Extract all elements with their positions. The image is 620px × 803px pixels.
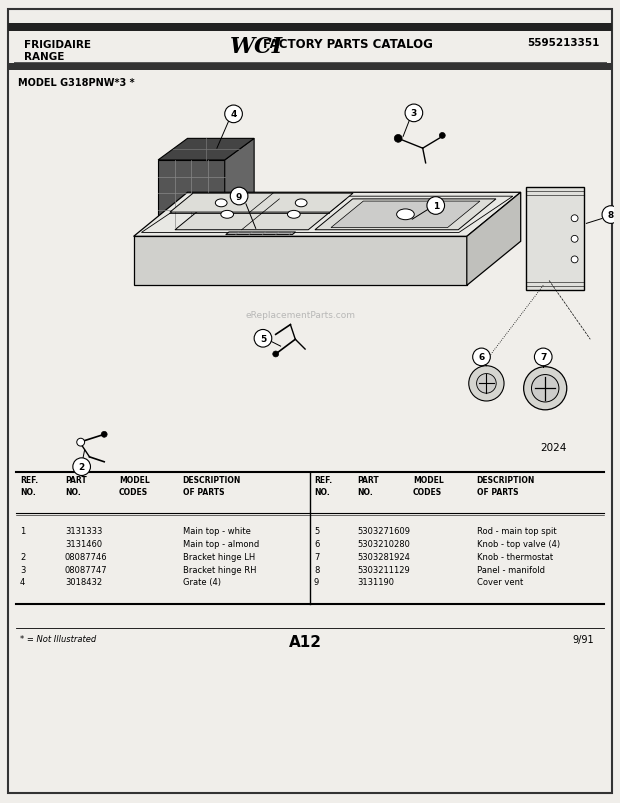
- Text: 3018432: 3018432: [65, 577, 102, 587]
- Text: Knob - top valve (4): Knob - top valve (4): [477, 540, 560, 548]
- Circle shape: [571, 215, 578, 222]
- Text: Main top - almond: Main top - almond: [183, 540, 259, 548]
- Circle shape: [472, 349, 490, 366]
- Text: 7: 7: [314, 552, 319, 561]
- Ellipse shape: [288, 211, 300, 219]
- Circle shape: [469, 366, 504, 402]
- Text: 3: 3: [411, 109, 417, 118]
- Polygon shape: [331, 202, 480, 228]
- Text: RANGE: RANGE: [24, 52, 64, 62]
- Polygon shape: [467, 193, 521, 286]
- Bar: [8, 63, 612, 71]
- Circle shape: [254, 330, 272, 348]
- Circle shape: [405, 105, 423, 123]
- Text: REF.
NO.: REF. NO.: [314, 476, 332, 496]
- Text: 8: 8: [314, 565, 319, 574]
- Circle shape: [73, 459, 91, 476]
- Text: Main top - white: Main top - white: [183, 527, 250, 536]
- Circle shape: [440, 133, 445, 139]
- Text: 9: 9: [236, 192, 242, 202]
- Text: 8: 8: [608, 211, 614, 220]
- Text: 5303281924: 5303281924: [357, 552, 410, 561]
- Text: 5595213351: 5595213351: [527, 39, 599, 48]
- Text: MODEL
CODES: MODEL CODES: [413, 476, 444, 496]
- Text: MODEL
CODES: MODEL CODES: [119, 476, 149, 496]
- Text: 4: 4: [20, 577, 25, 587]
- Text: 7: 7: [540, 353, 546, 362]
- Text: 5: 5: [314, 527, 319, 536]
- Text: Grate (4): Grate (4): [183, 577, 221, 587]
- Text: 2: 2: [79, 463, 85, 471]
- Text: 2024: 2024: [540, 442, 567, 452]
- Polygon shape: [133, 237, 467, 286]
- Text: Rod - main top spit: Rod - main top spit: [477, 527, 556, 536]
- Polygon shape: [158, 161, 224, 227]
- Text: 3: 3: [20, 565, 25, 574]
- Text: 3131190: 3131190: [357, 577, 394, 587]
- Ellipse shape: [295, 200, 307, 207]
- Polygon shape: [175, 200, 346, 230]
- Text: REF.
NO.: REF. NO.: [20, 476, 38, 496]
- Text: 5303210280: 5303210280: [357, 540, 410, 548]
- Text: 9/91: 9/91: [573, 634, 594, 645]
- Text: FRIGIDAIRE: FRIGIDAIRE: [24, 40, 91, 51]
- Text: Bracket hinge LH: Bracket hinge LH: [183, 552, 255, 561]
- Text: 3131333: 3131333: [65, 527, 102, 536]
- Circle shape: [230, 188, 248, 206]
- Text: 1: 1: [433, 202, 439, 210]
- Text: PART
NO.: PART NO.: [357, 476, 379, 496]
- Text: 3131460: 3131460: [65, 540, 102, 548]
- Circle shape: [477, 374, 496, 393]
- Circle shape: [571, 236, 578, 243]
- Ellipse shape: [397, 210, 414, 221]
- Text: 5303211129: 5303211129: [357, 565, 410, 574]
- Ellipse shape: [221, 211, 234, 219]
- Text: A12: A12: [288, 634, 322, 650]
- Text: 08087747: 08087747: [65, 565, 108, 574]
- Circle shape: [273, 352, 278, 357]
- Ellipse shape: [215, 200, 227, 207]
- Text: 2: 2: [20, 552, 25, 561]
- Circle shape: [224, 106, 242, 124]
- Text: 6: 6: [479, 353, 485, 362]
- Circle shape: [602, 206, 619, 224]
- Text: Panel - manifold: Panel - manifold: [477, 565, 544, 574]
- Text: DESCRIPTION
OF PARTS: DESCRIPTION OF PARTS: [183, 476, 241, 496]
- Text: 1: 1: [20, 527, 25, 536]
- Polygon shape: [226, 233, 296, 235]
- Text: MODEL G318PNW*3 *: MODEL G318PNW*3 *: [18, 78, 135, 88]
- Circle shape: [534, 349, 552, 366]
- Circle shape: [77, 438, 84, 446]
- Text: 5303271609: 5303271609: [357, 527, 410, 536]
- Text: Knob - thermostat: Knob - thermostat: [477, 552, 552, 561]
- Text: FACTORY PARTS CATALOG: FACTORY PARTS CATALOG: [263, 39, 433, 51]
- Circle shape: [101, 432, 107, 438]
- Text: 9: 9: [314, 577, 319, 587]
- Circle shape: [531, 375, 559, 402]
- Polygon shape: [170, 194, 353, 213]
- Text: 4: 4: [231, 110, 237, 119]
- Bar: [8, 24, 612, 31]
- Polygon shape: [315, 200, 496, 230]
- Circle shape: [524, 367, 567, 410]
- Text: 5: 5: [260, 334, 266, 344]
- Text: WCI: WCI: [229, 36, 283, 59]
- Text: Bracket hinge RH: Bracket hinge RH: [183, 565, 256, 574]
- Bar: [526, 188, 585, 291]
- Circle shape: [427, 198, 445, 215]
- Text: PART
NO.: PART NO.: [65, 476, 87, 496]
- Text: 08087746: 08087746: [65, 552, 108, 561]
- Polygon shape: [224, 139, 254, 227]
- Circle shape: [571, 257, 578, 263]
- Text: * = Not Illustrated: * = Not Illustrated: [20, 634, 96, 643]
- Circle shape: [394, 135, 402, 143]
- Polygon shape: [158, 139, 254, 161]
- Text: Cover vent: Cover vent: [477, 577, 523, 587]
- Text: 6: 6: [314, 540, 319, 548]
- Text: DESCRIPTION
OF PARTS: DESCRIPTION OF PARTS: [477, 476, 535, 496]
- Text: eReplacementParts.com: eReplacementParts.com: [245, 311, 355, 320]
- Polygon shape: [133, 193, 521, 237]
